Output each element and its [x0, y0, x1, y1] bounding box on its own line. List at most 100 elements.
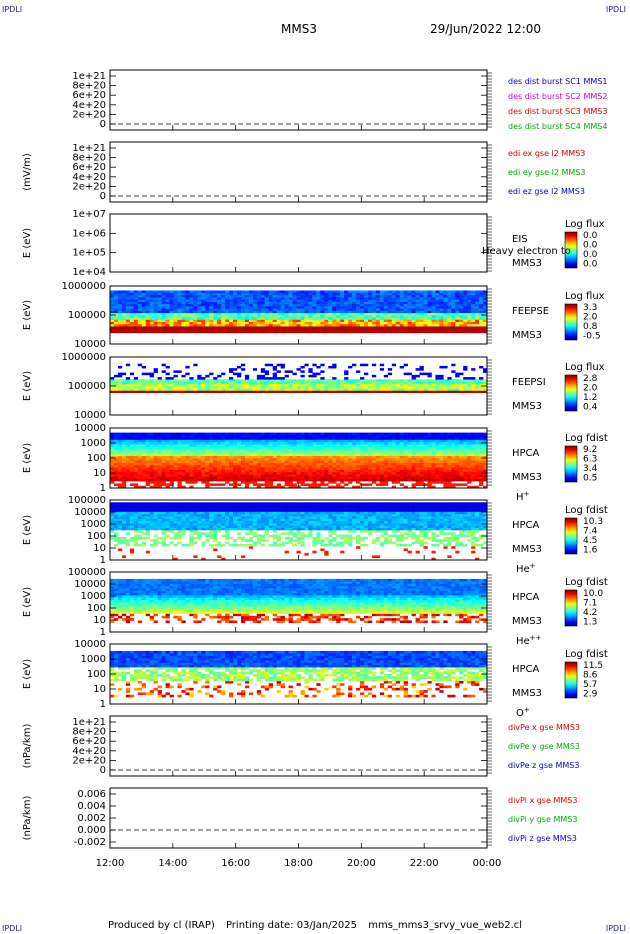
spectrogram-cell — [121, 301, 127, 305]
spectrogram-cell — [272, 379, 277, 382]
spectrogram-cell — [435, 303, 440, 307]
spectrogram-cell — [363, 434, 369, 438]
spectrogram-cell — [459, 299, 464, 302]
spectrogram-cell — [229, 383, 234, 387]
spectrogram-cell — [189, 323, 194, 327]
spectrogram-cell — [137, 485, 143, 489]
spectrogram-cell — [399, 312, 404, 316]
spectrogram-cell — [455, 460, 460, 463]
spectrogram-cell — [240, 386, 246, 389]
spectrogram-cell — [399, 478, 404, 482]
spectrogram-cell — [153, 310, 158, 314]
spectrogram-cell — [435, 444, 440, 447]
spectrogram-cell — [391, 448, 397, 452]
spectrogram-cell — [439, 330, 444, 334]
spectrogram-cell — [391, 434, 397, 438]
spectrogram-cell — [423, 432, 428, 436]
spectrogram-cell — [383, 444, 389, 447]
spectrogram-cell — [133, 451, 139, 454]
spectrogram-cell — [427, 379, 432, 382]
spectrogram-cell — [248, 434, 254, 438]
spectrogram-cell — [225, 328, 230, 331]
spectrogram-cell — [177, 469, 182, 473]
spectrogram-cell — [189, 390, 194, 393]
spectrogram-cell — [276, 377, 281, 380]
spectrogram-cell — [129, 432, 135, 436]
spectrogram-cell — [348, 321, 353, 325]
spectrogram-cell — [292, 451, 297, 454]
spectrogram-cell — [157, 478, 162, 482]
colorbar-title: Log fdist — [565, 433, 608, 444]
spectrogram-cell — [236, 471, 242, 475]
spectrogram-cell — [435, 446, 440, 450]
spectrogram-cell — [427, 323, 432, 327]
spectrogram-cell — [324, 462, 329, 466]
spectrogram-cell — [280, 294, 285, 298]
spectrogram-cell — [193, 471, 198, 475]
spectrogram-cell — [312, 485, 317, 489]
spectrogram-cell — [113, 388, 119, 391]
spectrogram-cell — [181, 330, 186, 334]
spectrogram-cell — [185, 434, 190, 438]
spectrogram-cell — [340, 381, 345, 385]
spectrogram-cell — [149, 464, 154, 468]
spectrogram-cell — [165, 460, 170, 463]
spectrogram-cell — [181, 326, 186, 329]
spectrogram-cell — [379, 379, 385, 382]
spectrogram-cell — [352, 464, 357, 468]
spectrogram-cell — [308, 448, 313, 452]
corner-mark-top-right: IPDLI — [605, 5, 626, 14]
spectrogram-cell — [149, 458, 154, 461]
spectrogram-cell — [288, 485, 293, 489]
spectrogram-cell — [475, 469, 480, 473]
spectrogram-cell — [352, 446, 357, 450]
spectrogram-cell — [125, 301, 131, 305]
spectrogram-cell — [201, 299, 206, 302]
spectrogram-cell — [181, 292, 186, 296]
spectrogram-cell — [264, 386, 270, 389]
spectrogram-cell — [356, 444, 361, 447]
spectrogram-cell — [113, 381, 119, 385]
spectrogram-cell — [161, 441, 166, 445]
spectrogram-cell — [475, 290, 480, 293]
spectrogram-cell — [280, 434, 285, 438]
spectrogram-cell — [419, 474, 424, 477]
spectrogram-cell — [312, 315, 317, 318]
spectrogram-cell — [379, 310, 385, 314]
spectrogram-cell — [177, 328, 182, 331]
spectrogram-cell — [110, 303, 115, 307]
spectrogram-cell — [316, 297, 321, 300]
spectrogram-cell — [193, 469, 198, 473]
spectrogram-cell — [455, 297, 460, 300]
spectrogram-cell — [217, 319, 222, 322]
spectrogram-cell — [133, 328, 139, 331]
spectrogram-cell — [340, 301, 345, 305]
spectrogram-cell — [149, 292, 154, 296]
spectrogram-cell — [296, 321, 301, 325]
spectrogram-cell — [451, 299, 456, 302]
spectrogram-cell — [427, 390, 432, 393]
spectrogram-cell — [387, 464, 393, 468]
colorbar-title: Log flux — [565, 219, 605, 230]
spectrogram-cell — [451, 458, 456, 461]
spectrogram-cell — [177, 379, 182, 382]
spectrogram-cell — [352, 455, 357, 459]
spectrogram-cell — [137, 301, 143, 305]
spectrogram-cell — [387, 446, 393, 450]
spectrogram-cell — [121, 464, 127, 468]
spectrogram-cell — [145, 297, 150, 300]
spectrogram-cell — [276, 388, 281, 391]
spectrogram-cell — [308, 303, 313, 307]
spectrogram-cell — [439, 306, 444, 309]
spectrogram-cell — [324, 308, 329, 311]
spectrogram-cell — [423, 326, 428, 329]
spectrogram-cell — [113, 292, 119, 296]
y-tick-label: 1e+05 — [72, 248, 106, 259]
spectrogram-cell — [133, 306, 139, 309]
spectrogram-cell — [320, 462, 325, 466]
spectrogram-cell — [344, 328, 349, 331]
spectrogram-cell — [197, 434, 202, 438]
spectrogram-cell — [165, 441, 170, 445]
spectrogram-cell — [260, 448, 266, 452]
spectrogram-cell — [193, 478, 198, 482]
